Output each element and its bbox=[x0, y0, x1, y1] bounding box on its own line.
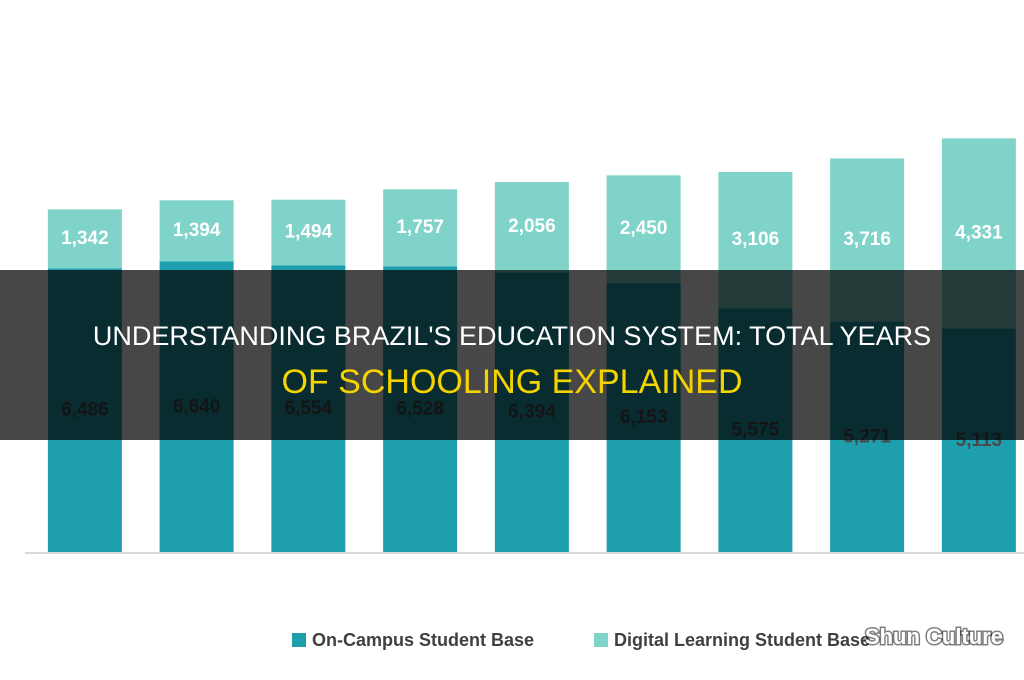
value-label: 1,394 bbox=[173, 220, 221, 241]
bar-segment bbox=[606, 175, 681, 283]
value-label: 2,056 bbox=[508, 216, 556, 237]
legend-swatch bbox=[594, 633, 608, 647]
value-label: 3,106 bbox=[732, 229, 780, 250]
legend-swatch bbox=[292, 633, 306, 647]
value-label: 1,342 bbox=[61, 228, 109, 249]
bar-segment bbox=[47, 209, 122, 269]
bar-segment bbox=[383, 189, 458, 267]
title-line: OF SCHOOLING EXPLAINED bbox=[282, 363, 743, 401]
value-label: 2,450 bbox=[620, 218, 668, 239]
title-band bbox=[0, 270, 1024, 440]
watermark: Shun Culture bbox=[865, 624, 1003, 649]
value-label: 3,716 bbox=[843, 229, 891, 250]
bar-segment bbox=[271, 199, 346, 266]
title-line: UNDERSTANDING BRAZIL'S EDUCATION SYSTEM:… bbox=[93, 321, 931, 351]
legend-label: On-Campus Student Base bbox=[312, 630, 534, 650]
value-label: 1,494 bbox=[285, 222, 333, 243]
bar-segment bbox=[494, 182, 569, 273]
legend: On-Campus Student Base Digital Learning S… bbox=[292, 630, 870, 650]
legend-label: Digital Learning Student Base bbox=[614, 630, 870, 650]
value-label: 4,331 bbox=[955, 222, 1003, 243]
value-label: 1,757 bbox=[396, 217, 444, 238]
bar-segment bbox=[159, 200, 234, 262]
